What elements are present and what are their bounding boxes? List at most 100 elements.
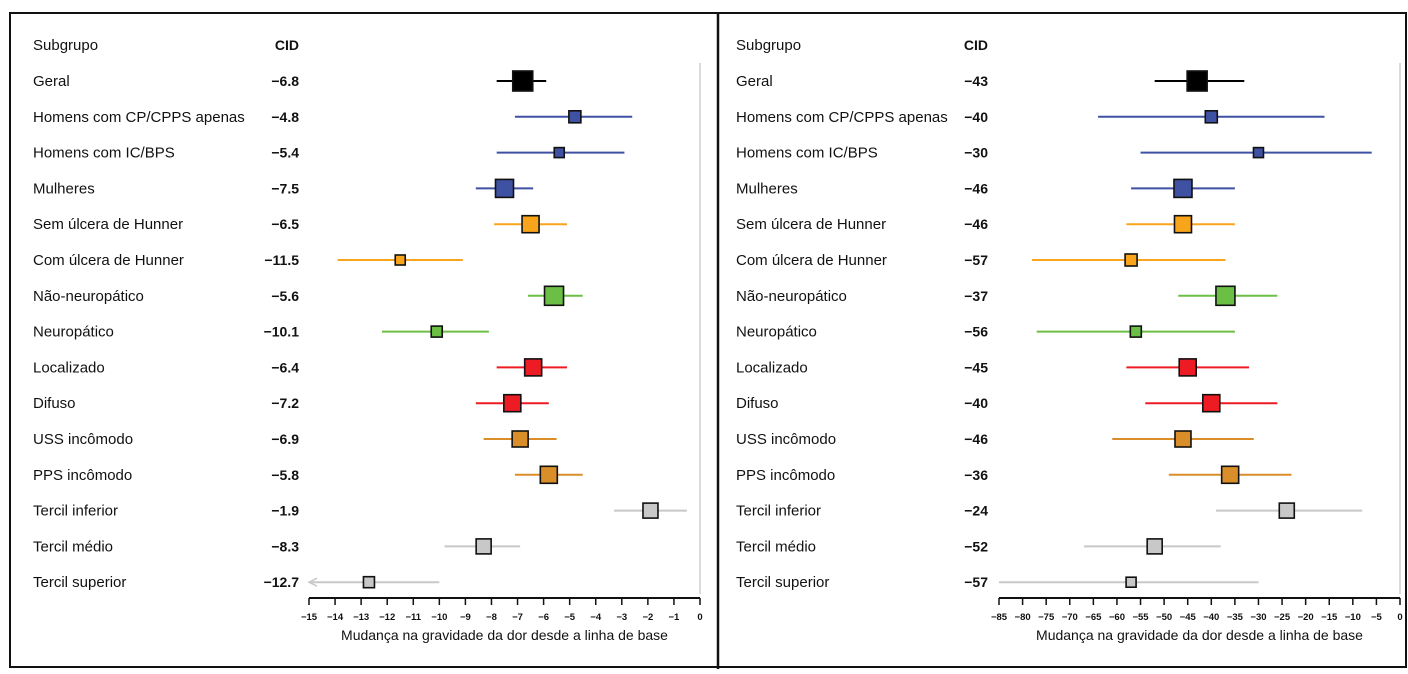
point-estimate-square <box>511 430 529 448</box>
x-tick-label: −8 <box>486 612 497 623</box>
x-tick-label: −20 <box>1298 612 1314 623</box>
x-tick-label: −2 <box>642 612 653 623</box>
header-subgroup: Subgrupo <box>736 37 801 54</box>
row-cid-value: −5.6 <box>271 288 299 304</box>
row-label: Neuropático <box>736 324 817 341</box>
row-label: Não-neuropático <box>33 288 144 305</box>
x-tick-label: −30 <box>1250 612 1266 623</box>
point-estimate-square <box>475 538 492 555</box>
row-cid-value: −57 <box>964 252 988 268</box>
row-label: Tercil inferior <box>736 503 821 520</box>
point-estimate-square <box>1146 538 1163 555</box>
point-estimate-square <box>1125 576 1137 589</box>
x-tick-label: −85 <box>991 612 1008 623</box>
row-label: Geral <box>33 73 70 90</box>
row-label: USS incômodo <box>736 431 836 448</box>
x-tick-label: −10 <box>431 612 447 623</box>
row-label: Com úlcera de Hunner <box>33 252 184 269</box>
row-cid-value: −1.9 <box>271 503 299 519</box>
row-label: Tercil médio <box>33 538 113 555</box>
point-estimate-square <box>642 502 659 519</box>
x-tick-label: 0 <box>697 612 702 623</box>
row-cid-value: −10.1 <box>264 324 300 340</box>
row-label: Neuropático <box>33 324 114 341</box>
row-label: PPS incômodo <box>736 467 835 484</box>
point-estimate-square <box>511 70 534 92</box>
x-tick-label: −80 <box>1015 612 1031 623</box>
row-cid-value: −8.3 <box>271 538 299 554</box>
row-cid-value: −6.8 <box>271 73 299 89</box>
x-tick-label: −50 <box>1156 612 1172 623</box>
x-tick-label: −70 <box>1062 612 1078 623</box>
x-tick-label: −13 <box>353 612 369 623</box>
point-estimate-square <box>362 575 376 589</box>
point-estimate-square <box>568 110 582 124</box>
x-axis-label: Mudança na gravidade da dor desde a linh… <box>341 627 668 643</box>
panel-right: Subgrupo CID Geral −43 Homens com CP/CPPS ap… <box>736 37 1403 643</box>
point-estimate-square <box>1178 358 1198 377</box>
row-cid-value: −6.4 <box>271 359 299 375</box>
point-estimate-square <box>1173 178 1193 199</box>
point-estimate-square <box>1129 325 1143 338</box>
x-tick-label: −5 <box>564 612 576 623</box>
row-label: Tercil superior <box>736 574 829 591</box>
row-cid-value: −11.5 <box>264 252 299 268</box>
row-cid-value: −37 <box>964 288 988 304</box>
x-tick-label: −1 <box>669 612 681 623</box>
point-estimate-square <box>430 325 444 338</box>
point-estimate-square <box>494 178 515 199</box>
row-label: Tercil médio <box>736 538 816 555</box>
point-estimate-square <box>1186 70 1208 92</box>
x-tick-label: −14 <box>327 612 344 623</box>
x-tick-label: −25 <box>1274 612 1291 623</box>
row-cid-value: −56 <box>964 324 988 340</box>
point-estimate-square <box>521 214 540 234</box>
row-cid-value: −46 <box>964 216 988 232</box>
row-label: Localizado <box>33 359 105 376</box>
row-cid-value: −24 <box>964 503 988 519</box>
x-tick-label: −15 <box>301 612 318 623</box>
row-cid-value: −36 <box>964 467 988 483</box>
row-label: Geral <box>736 73 773 90</box>
figure-border <box>9 12 1407 668</box>
x-tick-label: −11 <box>405 612 421 623</box>
row-label: USS incômodo <box>33 431 133 448</box>
x-tick-label: −45 <box>1180 612 1197 623</box>
point-estimate-square <box>1220 465 1240 485</box>
point-estimate-square <box>1201 393 1221 413</box>
x-tick-label: −12 <box>379 612 395 623</box>
point-estimate-square <box>553 146 566 159</box>
row-label: Mulheres <box>736 180 798 197</box>
row-label: Não-neuropático <box>736 288 847 305</box>
row-cid-value: −5.8 <box>271 467 299 483</box>
row-label: Homens com CP/CPPS apenas <box>736 109 948 126</box>
point-estimate-square <box>1215 285 1236 307</box>
x-tick-label: 0 <box>1397 612 1402 623</box>
row-cid-value: −46 <box>964 431 988 447</box>
x-tick-label: −60 <box>1109 612 1125 623</box>
row-cid-value: −40 <box>964 109 988 125</box>
x-tick-label: −75 <box>1038 612 1055 623</box>
point-estimate-square <box>539 465 559 485</box>
row-label: Sem úlcera de Hunner <box>33 216 183 233</box>
point-estimate-square <box>1278 502 1296 519</box>
x-tick-label: −55 <box>1132 612 1149 623</box>
ci-arrow-left-icon <box>307 577 318 587</box>
x-tick-label: −40 <box>1203 612 1219 623</box>
row-label: Homens com IC/BPS <box>736 145 878 162</box>
point-estimate-square <box>523 358 543 377</box>
x-tick-label: −65 <box>1085 612 1102 623</box>
point-estimate-square <box>1124 253 1138 267</box>
x-tick-label: −9 <box>460 612 471 623</box>
row-cid-value: −6.5 <box>271 216 299 232</box>
row-label: Sem úlcera de Hunner <box>736 216 886 233</box>
row-cid-value: −43 <box>964 73 988 89</box>
point-estimate-square <box>1173 214 1193 234</box>
point-estimate-square <box>394 254 407 266</box>
row-label: PPS incômodo <box>33 467 132 484</box>
row-cid-value: −7.2 <box>271 395 299 411</box>
row-label: Localizado <box>736 359 808 376</box>
header-cid: CID <box>275 37 299 53</box>
row-cid-value: −12.7 <box>264 574 300 590</box>
